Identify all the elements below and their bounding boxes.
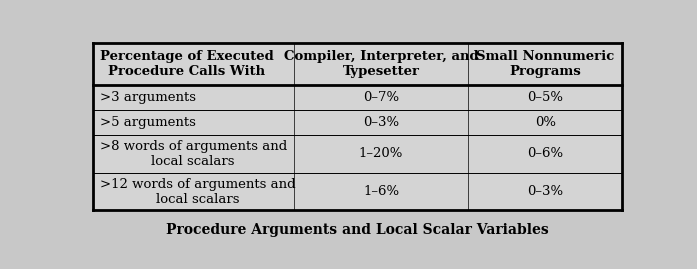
Text: 0–7%: 0–7% [363, 91, 399, 104]
Text: >12 words of arguments and
local scalars: >12 words of arguments and local scalars [100, 178, 295, 206]
Text: 0–5%: 0–5% [527, 91, 563, 104]
Text: 1–20%: 1–20% [359, 147, 404, 160]
Text: 0–3%: 0–3% [527, 185, 563, 198]
Bar [93, 43, 622, 210]
Text: Percentage of Executed
Procedure Calls With: Percentage of Executed Procedure Calls W… [100, 50, 273, 78]
Text: >3 arguments: >3 arguments [100, 91, 196, 104]
Text: Procedure Arguments and Local Scalar Variables: Procedure Arguments and Local Scalar Var… [166, 223, 549, 237]
Text: 1–6%: 1–6% [363, 185, 399, 198]
Text: Compiler, Interpreter, and
Typesetter: Compiler, Interpreter, and Typesetter [284, 50, 478, 78]
Text: 0–6%: 0–6% [527, 147, 563, 160]
Text: 0%: 0% [535, 116, 556, 129]
Text: Small Nonnumeric
Programs: Small Nonnumeric Programs [476, 50, 614, 78]
Text: 0–3%: 0–3% [363, 116, 399, 129]
Text: >8 words of arguments and
local scalars: >8 words of arguments and local scalars [100, 140, 286, 168]
Text: >5 arguments: >5 arguments [100, 116, 195, 129]
